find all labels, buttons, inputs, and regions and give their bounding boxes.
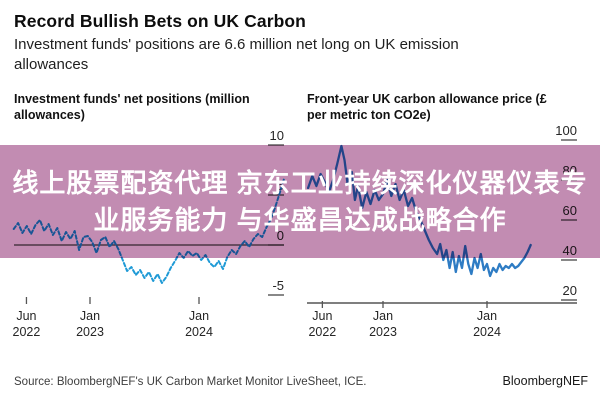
overlay-banner-text: 线上股票配资代理 京东工业持续深化仪器仪表专 业服务能力 与华盛昌达成战略合作	[0, 145, 600, 258]
brand-logo: BloombergNEF	[502, 374, 588, 388]
left-y-tick-label: -5	[272, 278, 284, 293]
right-y-tick-label: 100	[555, 123, 577, 138]
overlay-banner	[0, 145, 600, 258]
banner-line-2: 业服务能力 与华盛昌达成战略合作	[93, 204, 507, 235]
left-x-tick-label: 2022	[13, 325, 41, 339]
left-x-tick-label: 2024	[185, 325, 213, 339]
banner-line-1: 线上股票配资代理 京东工业持续深化仪器仪表专	[12, 167, 588, 198]
left-x-tick-label: Jan	[80, 309, 100, 323]
right-x-tick-label: Jan	[373, 309, 393, 323]
source-note: Source: BloombergNEF's UK Carbon Market …	[14, 376, 367, 388]
page-title: Record Bullish Bets on UK Carbon	[14, 11, 306, 31]
left-y-tick-label: 10	[270, 128, 284, 143]
right-x-tick-label: Jan	[477, 309, 497, 323]
left-chart-title: Investment funds' net positions (million…	[14, 92, 250, 122]
page-subtitle: Investment funds' positions are 6.6 mill…	[14, 36, 459, 73]
left-x-tick-label: 2023	[76, 325, 104, 339]
right-y-tick-label: 20	[563, 283, 577, 298]
left-x-tick-label: Jan	[189, 309, 209, 323]
left-x-tick-label: Jun	[16, 309, 36, 323]
right-x-tick-label: 2022	[308, 325, 336, 339]
right-x-tick-label: Jun	[312, 309, 332, 323]
right-x-tick-label: 2023	[369, 325, 397, 339]
right-chart-title: Front-year UK carbon allowance price (£ …	[307, 92, 547, 122]
right-x-tick-label: 2024	[473, 325, 501, 339]
